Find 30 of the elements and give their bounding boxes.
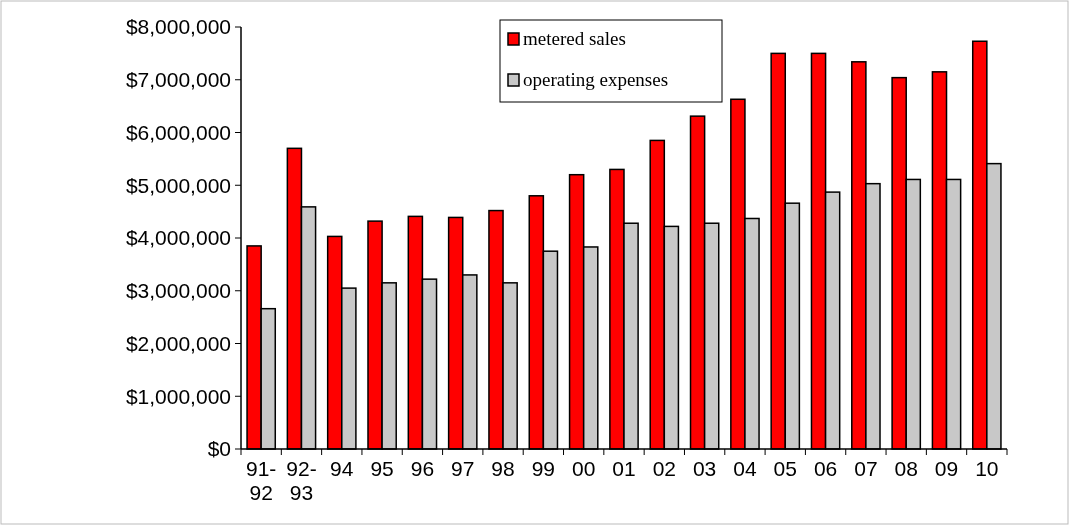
legend-label: metered sales bbox=[523, 28, 626, 49]
x-tick-label: 03 bbox=[692, 457, 717, 480]
legend-label: operating expenses bbox=[523, 69, 669, 90]
x-tick-label: 05 bbox=[773, 457, 797, 480]
x-tick-label: 04 bbox=[733, 457, 757, 480]
x-tick-label: 96 bbox=[410, 457, 435, 480]
x-tick-label: 95 bbox=[370, 457, 394, 480]
x-tick-label: 99 bbox=[531, 457, 556, 480]
x-tick-label: 09 bbox=[934, 457, 959, 480]
x-tick-label: 08 bbox=[894, 457, 918, 480]
x-tick-label: 91-92 bbox=[245, 457, 277, 504]
x-tick-label: 01 bbox=[612, 457, 636, 480]
x-tick-label: 94 bbox=[330, 457, 354, 480]
y-tick-label: $4,000,000 bbox=[125, 226, 231, 250]
x-tick-label: 97 bbox=[451, 457, 475, 480]
y-tick-label: $3,000,000 bbox=[125, 279, 231, 303]
y-tick-label: $6,000,000 bbox=[125, 120, 231, 144]
y-tick-label: $0 bbox=[207, 437, 231, 461]
y-tick-label: $1,000,000 bbox=[125, 384, 231, 408]
y-tick-label: $7,000,000 bbox=[125, 68, 231, 92]
x-tick-label: 06 bbox=[813, 457, 838, 480]
x-tick-label: 92-93 bbox=[286, 457, 317, 504]
x-tick-label: 02 bbox=[652, 457, 676, 480]
x-tick-label: 10 bbox=[975, 457, 999, 480]
x-tick-label: 07 bbox=[854, 457, 878, 480]
y-tick-label: $5,000,000 bbox=[125, 173, 231, 197]
x-tick-label: 98 bbox=[491, 457, 515, 480]
y-tick-label: $8,000,000 bbox=[125, 15, 231, 39]
y-tick-label: $2,000,000 bbox=[125, 331, 231, 355]
x-tick-label: 00 bbox=[572, 457, 596, 480]
